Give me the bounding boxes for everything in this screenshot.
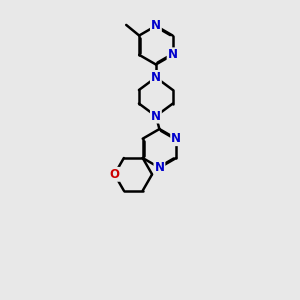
Text: N: N bbox=[171, 132, 181, 145]
Text: N: N bbox=[151, 20, 161, 32]
Text: O: O bbox=[110, 168, 119, 181]
Text: N: N bbox=[151, 71, 161, 84]
Text: N: N bbox=[168, 48, 178, 61]
Text: N: N bbox=[151, 110, 161, 123]
Text: N: N bbox=[154, 161, 164, 174]
